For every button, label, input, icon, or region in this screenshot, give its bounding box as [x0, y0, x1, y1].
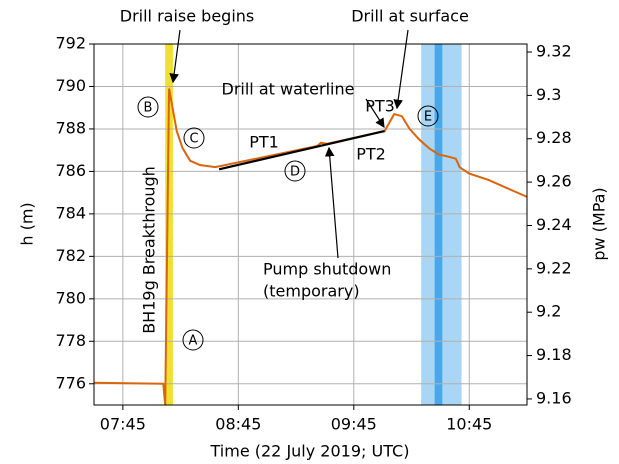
marker-circle [183, 127, 205, 149]
y-tick-label: 778 [55, 331, 86, 350]
y-tick-label: 790 [55, 76, 86, 95]
y2-tick-label: 9.22 [536, 258, 572, 277]
y-tick-label: 784 [55, 203, 86, 222]
annotation-arrow [393, 29, 409, 110]
x-tick-label: 08:45 [215, 415, 261, 434]
y2-tick-label: 9.16 [536, 388, 572, 407]
y-tick-label: 786 [55, 161, 86, 180]
y2-tick-label: 9.24 [536, 215, 572, 234]
y2-tick-label: 9.26 [536, 172, 572, 191]
marker-circle [137, 96, 159, 118]
annotation: Drill raise begins [120, 7, 255, 26]
marker-label: B [144, 101, 153, 116]
annotation: PT1 [249, 133, 279, 152]
y-axis-label: h (m) [18, 202, 37, 245]
y2-tick-label: 9.18 [536, 345, 572, 364]
annotation: PT2 [356, 145, 386, 164]
annotation: Drill at waterline [222, 80, 355, 99]
y2-tick-label: 9.32 [536, 42, 572, 61]
shaded-span [434, 44, 443, 405]
x-tick-label: 09:45 [331, 415, 377, 434]
y-tick-label: 792 [55, 34, 86, 53]
annotation-arrow [169, 29, 181, 84]
annotation: BH19g Breakthrough [140, 166, 159, 334]
annotation-arrow [324, 146, 339, 259]
y-tick-label: 780 [55, 288, 86, 307]
y-tick-label: 782 [55, 246, 86, 265]
annotation: (temporary) [263, 282, 360, 301]
annotation: PT3 [365, 97, 395, 116]
marker-circle [284, 160, 306, 182]
plot-frame [93, 43, 528, 406]
y2-tick-label: 9.2 [536, 302, 561, 321]
marker-circle [417, 105, 439, 127]
y-tick-label: 776 [55, 373, 86, 392]
marker-label: A [189, 334, 198, 349]
series-line [218, 129, 385, 171]
annotation-arrow [365, 98, 385, 129]
series-line [93, 88, 528, 406]
y2-axis-label: pw (MPa) [590, 187, 609, 260]
y2-tick-label: 9.28 [536, 128, 572, 147]
marker-label: D [290, 165, 300, 180]
marker-label: E [424, 110, 432, 125]
marker-circle [182, 329, 204, 351]
annotation: Pump shutdown [263, 260, 391, 279]
y2-tick-label: 9.3 [536, 85, 561, 104]
x-axis-label: Time (22 July 2019; UTC) [210, 442, 410, 461]
x-tick-label: 07:45 [100, 415, 146, 434]
shaded-span [165, 44, 173, 405]
y-tick-label: 788 [55, 118, 86, 137]
marker-label: C [189, 132, 198, 147]
annotation: Drill at surface [351, 7, 469, 26]
x-tick-label: 10:45 [446, 415, 492, 434]
